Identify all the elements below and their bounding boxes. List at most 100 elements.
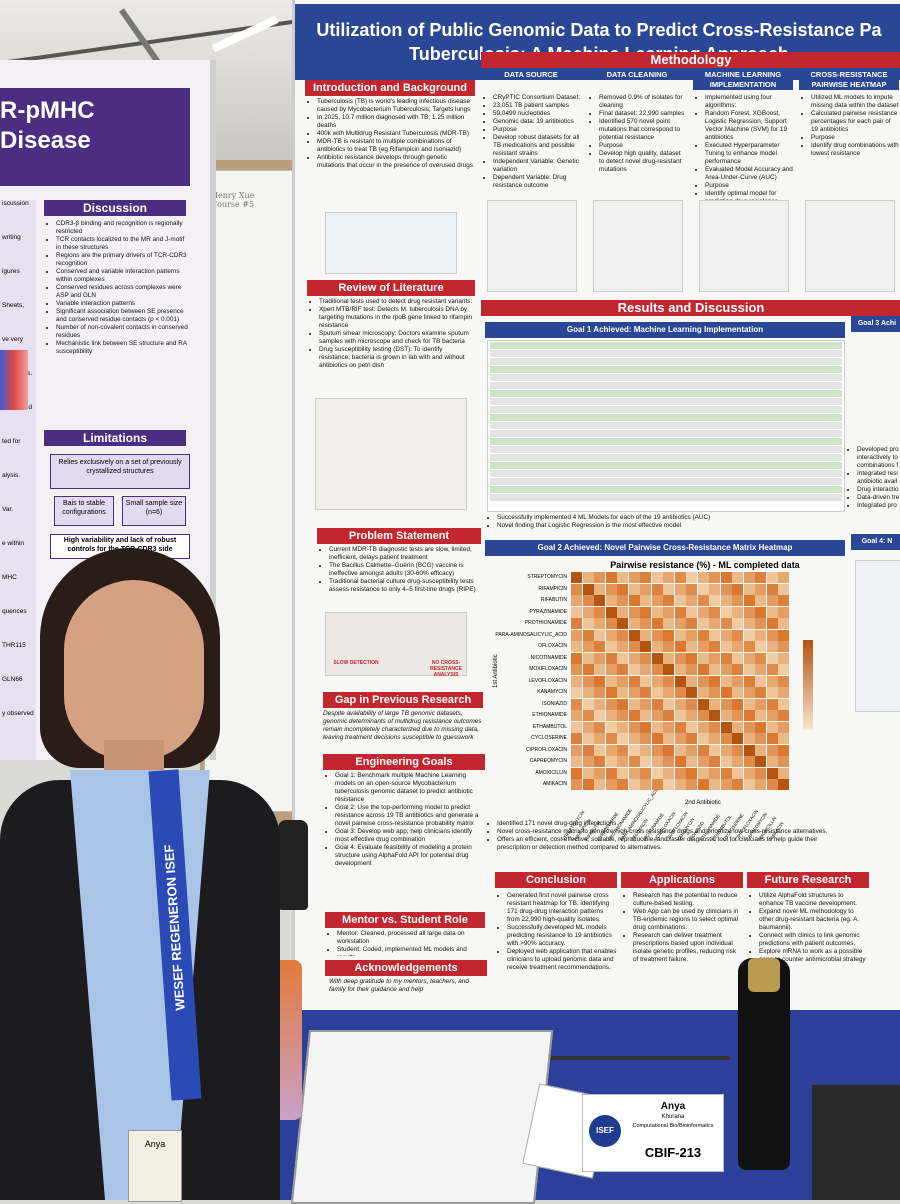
- heatmap-cell: [709, 583, 720, 595]
- heatmap-cell: [605, 629, 617, 641]
- heatmap-cell: [605, 721, 617, 733]
- heatmap-cell: [697, 756, 709, 767]
- heatmap-cell: [766, 652, 778, 664]
- heatmap-cell: [709, 618, 720, 629]
- heatmap-cell: [720, 572, 732, 583]
- heatmap-cell: [651, 618, 663, 629]
- heatmap-cell: [778, 629, 789, 641]
- heatmap-cell: [628, 756, 640, 767]
- row-label: CIPROFLOXACIN: [526, 746, 567, 753]
- heatmap-cell: [686, 572, 697, 583]
- section-body: With deep gratitude to my mentors, teach…: [329, 978, 485, 1004]
- heatmap-cell: [605, 606, 617, 618]
- heatmap-cell: [663, 698, 674, 710]
- heatmap-cell: [732, 606, 743, 618]
- figure: [487, 200, 577, 292]
- section-heading: Goal 4: N: [851, 534, 900, 550]
- heatmap-cell: [778, 606, 789, 618]
- heatmap-cell: [766, 779, 778, 790]
- heatmap-cell: [674, 595, 686, 606]
- edge-text: alysis.: [2, 472, 21, 479]
- heatmap-cell: [617, 756, 628, 767]
- heatmap-cell: [617, 744, 628, 756]
- bullet: Identify drug combinations with lowest r…: [811, 142, 899, 158]
- edge-text: GLN66: [2, 676, 23, 683]
- heatmap-cell: [617, 710, 628, 721]
- bullet: Variable interaction patterns: [56, 300, 190, 308]
- heatmap-cell: [697, 572, 709, 583]
- heatmap-cell: [755, 698, 766, 710]
- heatmap-cell: [594, 618, 605, 629]
- heatmap-cell: [743, 606, 755, 618]
- table-row: [490, 382, 842, 389]
- heatmap-cell: [720, 606, 732, 618]
- bullet: Goal 4: Evaluate feasibility of modeling…: [335, 844, 485, 868]
- bullet: Number of non-covalent contacts in conse…: [56, 324, 190, 340]
- heatmap-cell: [674, 572, 686, 583]
- heatmap-cell: [778, 652, 789, 664]
- section-heading: DATA CLEANING: [587, 70, 687, 80]
- figure: [855, 560, 900, 712]
- heatmap-cell: [697, 710, 709, 721]
- heatmap-cell: [709, 572, 720, 583]
- row-label: PYRAZINAMIDE: [529, 608, 567, 615]
- section-heading: Review of Literature: [307, 280, 475, 296]
- heatmap-cell: [709, 629, 720, 641]
- heatmap-cell: [720, 744, 732, 756]
- badge-name: Anya: [144, 1139, 166, 1149]
- bullet: Offers an efficient, cost effective, sca…: [497, 836, 845, 852]
- bullet: Connect with clinics to link genomic pre…: [759, 932, 869, 948]
- bullet: Generated first novel pairwise cross res…: [507, 892, 617, 924]
- heatmap-cell: [640, 687, 651, 698]
- heatmap-cell: [651, 756, 663, 767]
- heatmap-cell: [605, 595, 617, 606]
- heatmap-cell: [732, 641, 743, 652]
- placard-name: Anya: [660, 1101, 686, 1112]
- heatmap-cell: [778, 675, 789, 687]
- heatmap-cell: [709, 733, 720, 744]
- table-row: [490, 486, 842, 493]
- section-body: Current MDR-TB diagnostic tests are slow…: [317, 546, 481, 610]
- section-body: Successfully implemented 4 ML Models for…: [485, 514, 845, 538]
- heatmap-cell: [605, 641, 617, 652]
- heatmap-cell: [743, 664, 755, 675]
- heatmap-cell: [594, 652, 605, 664]
- table-row: [490, 342, 842, 349]
- heatmap-cell: [674, 698, 686, 710]
- heatmap-cell: [674, 687, 686, 698]
- heatmap-cell: [605, 767, 617, 779]
- heatmap-cell: [640, 756, 651, 767]
- heatmap-cell: [651, 733, 663, 744]
- heatmap-cell: [720, 652, 732, 664]
- bullet: Utilized ML models to impute missing dat…: [811, 94, 899, 110]
- heatmap-cell: [720, 721, 732, 733]
- bullet: Goal 1: Benchmark multiple Machine Learn…: [335, 772, 485, 804]
- heatmap-cell: [743, 733, 755, 744]
- heatmap-cell: [640, 744, 651, 756]
- heatmap-cell: [571, 618, 582, 629]
- bottle-cap: [748, 958, 780, 992]
- heatmap-cell: [720, 710, 732, 721]
- bullet: Current MDR-TB diagnostic tests are slow…: [329, 546, 481, 562]
- bullet: Significant association between SE prese…: [56, 308, 190, 324]
- bullet: Tuberculosis (TB) is world's leading inf…: [317, 98, 475, 114]
- name-badge: Anya: [128, 1130, 182, 1202]
- heatmap-cell: [605, 779, 617, 790]
- figure: [805, 200, 895, 292]
- heatmap-cell: [709, 641, 720, 652]
- heatmap-cell: [732, 698, 743, 710]
- heatmap-cell: [571, 767, 582, 779]
- heatmap-cell: [617, 698, 628, 710]
- heatmap-cell: [651, 744, 663, 756]
- row-label: LEVOFLOXACIN: [528, 677, 567, 684]
- heatmap-cell: [732, 583, 743, 595]
- heatmap-cell: [755, 618, 766, 629]
- bullet: Evaluated Model Accuracy and Area-Under-…: [705, 166, 793, 182]
- heatmap-cell: [720, 733, 732, 744]
- heatmap-cell: [663, 641, 674, 652]
- heatmap-cell: [766, 767, 778, 779]
- heatmap-cell: [594, 756, 605, 767]
- heatmap-cell: [720, 641, 732, 652]
- heatmap-cell: [594, 687, 605, 698]
